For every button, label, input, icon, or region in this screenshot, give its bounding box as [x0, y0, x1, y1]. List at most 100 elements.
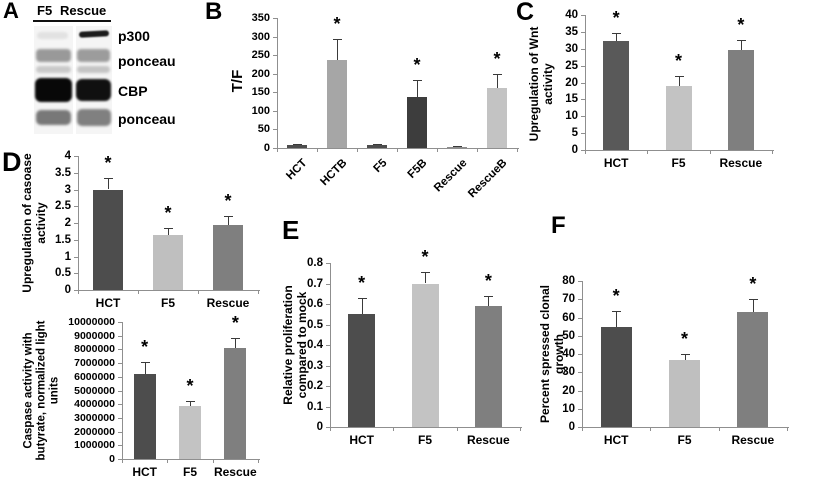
- bar: [407, 97, 427, 148]
- x-tick-label: HCT: [603, 433, 629, 447]
- y-tick-mark: [581, 31, 585, 33]
- error-bar-cap: [736, 39, 746, 41]
- bar: [487, 87, 507, 148]
- x-tick-label: Rescue: [719, 156, 763, 170]
- significance-asterisk: *: [749, 274, 757, 295]
- x-tick-mark: [122, 459, 123, 463]
- y-tick-label: 0.4: [307, 339, 323, 351]
- y-tick-label: 8000000: [74, 343, 115, 356]
- y-tick-label: 20: [565, 76, 578, 89]
- x-tick-mark: [787, 427, 788, 431]
- blot-lane-header-f5: F5: [37, 3, 53, 18]
- significance-asterisk: *: [612, 286, 620, 307]
- bar: [348, 314, 376, 427]
- blot-label-ponceau-1: ponceau: [118, 53, 176, 69]
- significance-asterisk: *: [493, 48, 501, 69]
- error-bar: [108, 177, 109, 190]
- y-tick-mark: [118, 349, 122, 351]
- x-tick-label: HCT: [132, 465, 157, 479]
- y-tick-mark: [326, 406, 330, 408]
- y-tick-mark: [118, 390, 122, 392]
- error-bar: [337, 39, 338, 60]
- x-tick-label: HCT: [95, 296, 121, 310]
- x-axis-line: [330, 427, 522, 428]
- x-tick-mark: [456, 427, 458, 431]
- y-tick-label: 1: [64, 250, 71, 263]
- y-tick-mark: [326, 345, 330, 346]
- error-bar-cap: [612, 311, 622, 313]
- y-tick-label: 100: [251, 104, 270, 117]
- y-tick-mark: [118, 376, 122, 378]
- x-tick-mark: [477, 148, 478, 152]
- y-tick-label: 3: [64, 183, 71, 196]
- panel-letter-b: B: [205, 0, 223, 25]
- significance-asterisk: *: [612, 7, 620, 28]
- error-bar: [168, 228, 169, 235]
- x-tick-mark: [258, 459, 259, 463]
- error-bar: [684, 354, 686, 361]
- error-bar-cap: [373, 144, 382, 146]
- y-tick-label: 200: [251, 67, 270, 80]
- error-bar: [417, 80, 418, 98]
- error-bar-cap: [748, 299, 758, 301]
- blot-band-ponceau1-rescue: [77, 49, 110, 62]
- x-tick-mark: [258, 290, 259, 294]
- y-tick-label: 60: [562, 311, 575, 324]
- y-tick-label: 4: [64, 150, 71, 162]
- y-tick-mark: [581, 150, 585, 151]
- y-tick-mark: [326, 365, 330, 367]
- y-axis-line: [330, 263, 331, 428]
- y-tick-label: 80: [562, 275, 575, 287]
- y-tick-mark: [578, 408, 582, 410]
- blot-band-p300-f5: [37, 32, 68, 39]
- plot-area: 0 0.1 0.2 0.3 0.4 0.5 0.6 0.7 0.8 * HCT * F5 * Rescue: [283, 218, 565, 482]
- x-axis-line: [582, 427, 789, 428]
- x-tick-mark: [317, 148, 318, 152]
- y-tick-label: 0.3: [307, 359, 323, 372]
- plot-area: 0 1000000 2000000 3000000 4000000 5000000 6000…: [0, 300, 300, 482]
- x-tick-mark: [78, 290, 79, 294]
- error-bar-cap: [357, 297, 367, 299]
- bar-chart-relative-proliferation: Relative proliferation compared to mock …: [281, 218, 565, 482]
- error-bar-cap: [612, 32, 622, 34]
- x-tick-label: F5: [677, 433, 692, 447]
- bar-chart-tf: T/F 0 50 100 150 200 250 300 350 HCT * HCTB F5 * F5B R…: [205, 0, 525, 214]
- blot-header-underline: [33, 20, 111, 22]
- significance-asterisk: *: [104, 152, 112, 173]
- bar: [737, 312, 769, 427]
- y-tick-mark: [581, 82, 585, 84]
- y-tick-label: 0.1: [307, 400, 323, 413]
- panel-letter-c: C: [516, 0, 535, 26]
- bar: [600, 326, 632, 427]
- bar: [287, 145, 307, 148]
- significance-asterisk: *: [737, 14, 745, 35]
- y-tick-label: 35: [565, 25, 578, 38]
- y-tick-mark: [273, 129, 277, 131]
- significance-asterisk: *: [141, 336, 149, 357]
- y-tick-mark: [578, 299, 582, 301]
- y-tick-label: 2: [64, 217, 71, 229]
- significance-asterisk: *: [333, 14, 341, 35]
- y-axis-line: [585, 15, 586, 151]
- error-bar-cap: [680, 354, 690, 355]
- y-tick-mark: [74, 239, 78, 241]
- x-tick-mark: [772, 150, 773, 154]
- x-axis-line: [277, 148, 519, 149]
- y-tick-mark: [581, 99, 585, 101]
- plot-area: 0 10 20 30 40 50 60 70 80 * HCT * F5 * Rescue: [545, 218, 824, 482]
- error-bar: [425, 272, 426, 284]
- y-tick-label: 2.5: [55, 200, 71, 213]
- y-tick-label: 3000000: [74, 411, 115, 424]
- y-tick-label: 5000000: [74, 384, 115, 397]
- y-tick-mark: [118, 335, 122, 337]
- error-bar-cap: [224, 216, 233, 218]
- y-tick-label: 0.7: [307, 277, 323, 290]
- y-tick-mark: [118, 431, 122, 433]
- y-tick-mark: [74, 256, 78, 258]
- bar: [474, 306, 502, 427]
- error-bar-cap: [293, 144, 302, 146]
- x-tick-label: HCT: [349, 433, 374, 447]
- x-tick-mark: [330, 427, 331, 431]
- y-axis-line: [78, 156, 79, 291]
- x-tick-label: F5: [671, 156, 686, 170]
